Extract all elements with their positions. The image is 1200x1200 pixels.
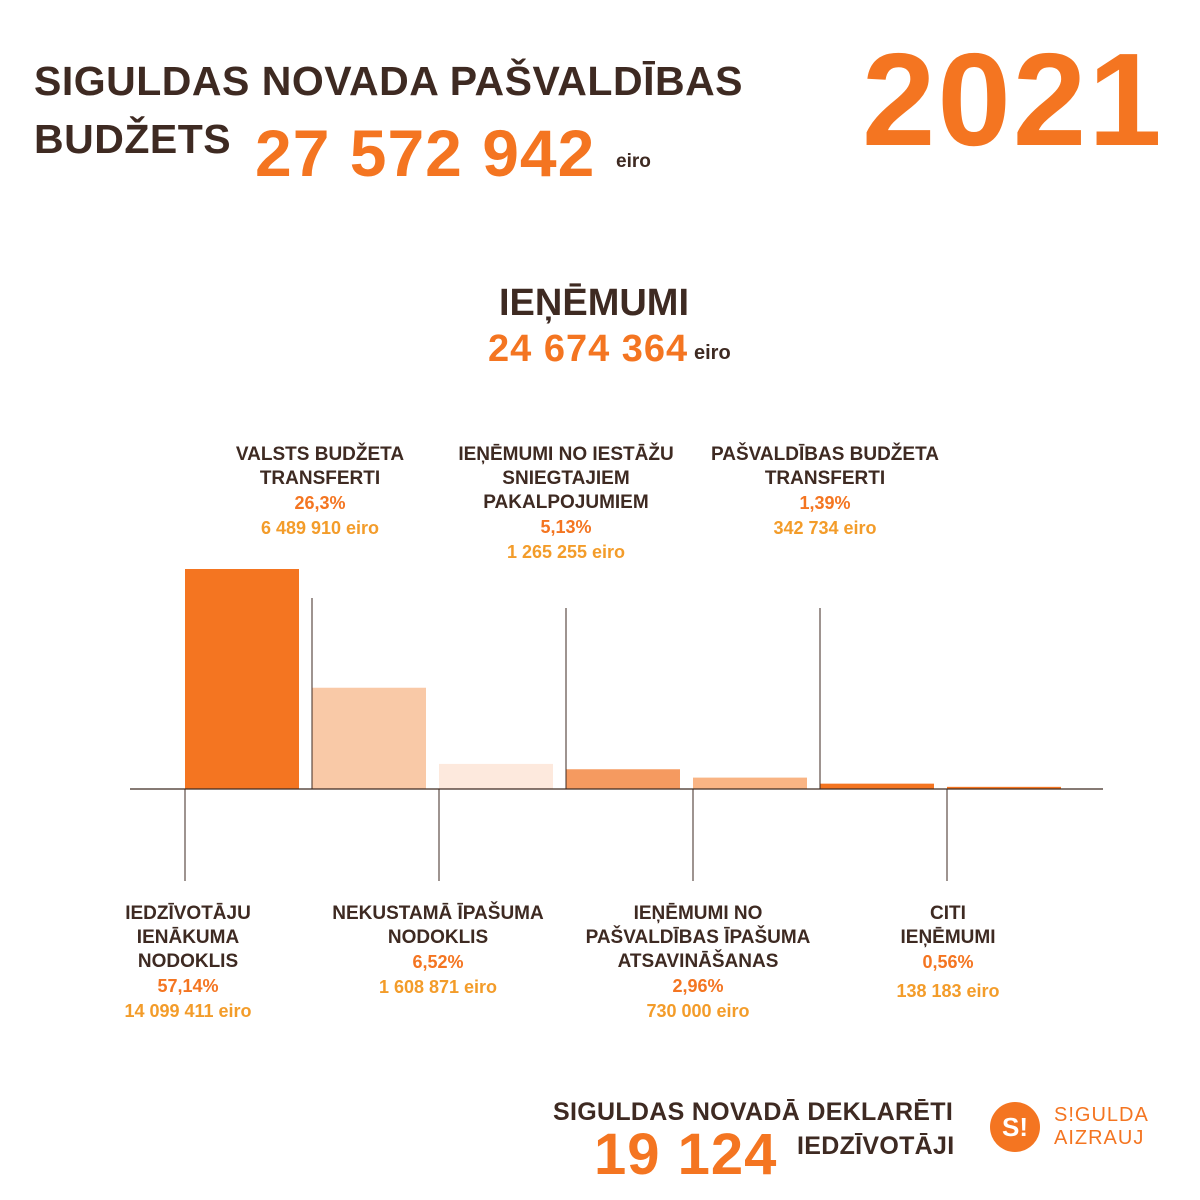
label-percent: 1,39% — [799, 493, 851, 513]
bar-4 — [566, 769, 680, 789]
residents-label: IEDZĪVOTĀJI — [797, 1132, 955, 1160]
bar-1 — [185, 569, 299, 789]
label-amount: 138 183 eiro — [896, 981, 1000, 1001]
bar-3 — [439, 763, 553, 789]
label-name: SNIEGTAJIEM — [502, 468, 630, 489]
label-percent: 2,96% — [672, 976, 724, 996]
label-name: TRANSFERTI — [764, 468, 886, 489]
label-name: PAŠVALDĪBAS BUDŽETA — [711, 444, 939, 465]
bar-5 — [693, 777, 807, 789]
residents-count: 19 124 — [594, 1122, 778, 1187]
sigulda-logo-text: S!GULDA AIZRAUJ — [1054, 1104, 1149, 1150]
label-amount: 14 099 411 eiro — [124, 1001, 252, 1021]
bar-7 — [947, 786, 1061, 789]
label-percent: 57,14% — [157, 976, 219, 996]
label-amount: 730 000 eiro — [646, 1001, 750, 1021]
budget-title-line2: BUDŽETS — [34, 116, 232, 162]
label-name: PAKALPOJUMIEM — [483, 492, 649, 513]
bar-6 — [820, 783, 934, 789]
label-name: ATSAVINĀŠANAS — [617, 951, 779, 972]
revenue-total: 24 674 364 — [488, 328, 689, 370]
label-name: IEDZĪVOTĀJU — [125, 903, 251, 924]
label-name: IEŅĒMUMI NO IESTĀŽU — [458, 444, 674, 465]
label-percent: 26,3% — [294, 493, 346, 513]
budget-total: 27 572 942 — [255, 116, 596, 190]
label-nekustama-ipasuma-nodoklis: NEKUSTAMĀ ĪPAŠUMA NODOKLIS 6,52% 1 608 8… — [318, 902, 558, 1000]
revenue-unit: eiro — [694, 342, 731, 364]
residents-heading: SIGULDAS NOVADĀ DEKLARĒTI — [553, 1098, 954, 1126]
sigulda-logo-icon: S! — [990, 1102, 1040, 1152]
label-name: TRANSFERTI — [259, 468, 381, 489]
label-name: NODOKLIS — [387, 927, 489, 948]
label-pasvaldibas-budzeta-transferti: PAŠVALDĪBAS BUDŽETA TRANSFERTI 1,39% 342… — [700, 443, 950, 541]
label-name: IEŅĒMUMI — [900, 927, 996, 948]
logo-text-line1: S!GULDA — [1054, 1104, 1149, 1126]
label-name: IEŅĒMUMI NO — [633, 903, 763, 924]
label-percent: 5,13% — [540, 517, 592, 537]
label-percent: 0,56% — [922, 952, 974, 972]
label-iestazu-pakalpojumi: IEŅĒMUMI NO IESTĀŽU SNIEGTAJIEM PAKALPOJ… — [446, 443, 686, 565]
logo-text-line2: AIZRAUJ — [1054, 1127, 1145, 1149]
label-name: CITI — [930, 903, 966, 924]
label-valsts-budzeta-transferti: VALSTS BUDŽETA TRANSFERTI 26,3% 6 489 91… — [220, 443, 420, 541]
budget-year: 2021 — [862, 26, 1164, 173]
label-name: PAŠVALDĪBAS ĪPAŠUMA — [585, 927, 811, 948]
label-name: VALSTS BUDŽETA — [235, 444, 405, 465]
label-ipasuma-atsavinasana: IEŅĒMUMI NO PAŠVALDĪBAS ĪPAŠUMA ATSAVINĀ… — [573, 902, 823, 1024]
label-amount: 342 734 eiro — [773, 518, 877, 538]
budget-unit: eiro — [616, 151, 651, 172]
revenue-title: IEŅĒMUMI — [499, 282, 689, 324]
label-iedzivotaju-ienakuma-nodoklis: IEDZĪVOTĀJU IENĀKUMA NODOKLIS 57,14% 14 … — [88, 902, 288, 1024]
label-citi-ienemumi: CITI IEŅĒMUMI 0,56% 138 183 eiro — [868, 902, 1028, 1004]
label-amount: 1 608 871 eiro — [378, 977, 498, 997]
budget-title-line1: SIGULDAS NOVADA PAŠVALDĪBAS — [34, 58, 744, 104]
label-amount: 6 489 910 eiro — [260, 518, 380, 538]
label-amount: 1 265 255 eiro — [506, 542, 626, 562]
label-name: NODOKLIS — [137, 951, 239, 972]
label-name: NEKUSTAMĀ ĪPAŠUMA — [332, 903, 544, 924]
bar-2 — [312, 687, 426, 789]
label-name: IENĀKUMA — [136, 927, 240, 948]
label-percent: 6,52% — [412, 952, 464, 972]
